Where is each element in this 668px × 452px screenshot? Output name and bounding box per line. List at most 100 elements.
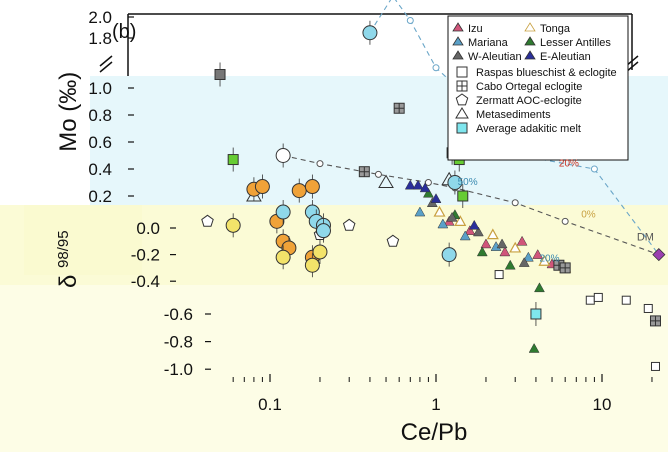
triangle-point — [528, 342, 540, 353]
percent-annotation: 0% — [581, 209, 596, 220]
legend-marker — [452, 22, 464, 32]
inset-band — [24, 205, 142, 275]
y-tick-label-lower: -0.8 — [164, 333, 193, 352]
circle-point — [291, 183, 307, 199]
legend-marker — [456, 66, 468, 78]
axis-ticks: 0.1 1 102.01.81.00.80.60.40.20.0-0.2-0.4-0… — [88, 8, 653, 414]
legend-entry: Lesser Antilles — [524, 36, 611, 49]
legend-label: Tonga — [540, 23, 571, 35]
legend-label: Lesser Antilles — [540, 37, 611, 49]
legend-entry: W-Aleutian — [452, 50, 522, 63]
annotations: 20% 50% 20% 0% — [458, 158, 596, 264]
legend-box — [447, 15, 629, 161]
circle-point — [304, 257, 320, 273]
y-tick-label-lower: -1.0 — [164, 360, 193, 379]
triangle-point — [476, 246, 488, 257]
legend-entry: Metasediments — [455, 107, 551, 121]
y-tick-label: 0.4 — [88, 160, 112, 179]
circle-point — [275, 148, 291, 163]
square-open-point — [643, 303, 653, 313]
legend-entry: E-Aleutian — [524, 50, 591, 63]
percent-annotation: 50% — [458, 177, 478, 188]
metasediment-point — [378, 174, 394, 188]
legend-label: Average adakitic melt — [476, 123, 581, 135]
y-tick-label-inner: -0.2 — [131, 246, 160, 265]
y-axis-label-unit: Mo (‰) — [55, 72, 82, 152]
legend-entry: Mariana — [452, 36, 509, 49]
pentagon-point — [386, 234, 400, 247]
mixing-tick — [374, 170, 382, 178]
square-cross-lines — [394, 103, 405, 114]
legend-entry: Raspas blueschist & eclogite — [456, 66, 617, 79]
lower-band — [0, 285, 668, 452]
triangle-point — [532, 249, 544, 259]
triangle-point — [446, 211, 458, 222]
y-tick-label-inner: -0.4 — [131, 272, 160, 291]
legend-entry: Izu — [452, 22, 483, 35]
legend-marker-cross — [457, 81, 467, 91]
x-axis-label: Ce/Pb — [401, 419, 468, 446]
triangle-point — [499, 246, 511, 257]
legend-label: Izu — [468, 23, 483, 35]
circle-point — [225, 217, 241, 233]
legend-label: Mariana — [468, 37, 509, 49]
x-tick-label: 1 — [431, 395, 440, 414]
legend-marker — [455, 93, 469, 106]
panel-label: (b) — [112, 21, 136, 43]
triangle-point — [472, 226, 484, 237]
square-cross-point — [559, 262, 571, 274]
square-cross-lines — [650, 315, 661, 326]
y-tick-label: 0.8 — [88, 106, 112, 125]
circle-point — [315, 223, 331, 239]
legend-marker — [455, 107, 469, 119]
legend-entry: Cabo Ortegal eclogite — [456, 80, 582, 93]
triangle-point — [419, 182, 431, 193]
dm-diamond — [652, 248, 666, 262]
pentagon-point — [342, 218, 356, 231]
y-tick-label-lower: -0.6 — [164, 305, 193, 324]
square-point — [227, 154, 239, 166]
triangle-point — [414, 206, 426, 217]
y-axis-label-delta: δ — [55, 275, 82, 288]
legend-marker — [452, 50, 464, 60]
circle-point — [441, 247, 457, 263]
pentagon-point — [201, 214, 214, 227]
circle-point — [275, 249, 291, 265]
square-open-point — [585, 295, 595, 305]
triangle-open-point — [433, 205, 446, 217]
legend-label: Cabo Ortegal eclogite — [476, 81, 582, 93]
legend-marker — [524, 36, 536, 46]
triangle-point — [404, 179, 416, 190]
dm-label: DM — [637, 232, 654, 244]
y-axis-label: δ 98/95 Mo (‰) — [55, 72, 82, 288]
square-cross-lines — [359, 166, 370, 177]
square-cross-point — [649, 315, 661, 327]
axis-break-left — [99, 55, 113, 73]
circle-point — [254, 179, 270, 195]
square-open-point — [593, 292, 603, 302]
mixing-tick — [432, 64, 440, 72]
triangle-point — [518, 257, 530, 267]
mixing-tick — [316, 160, 324, 168]
mixing-tick — [406, 17, 414, 24]
mixing-tick — [511, 199, 519, 207]
circle-point — [304, 179, 320, 195]
legend-entry: Average adakitic melt — [456, 122, 581, 135]
y-tick-label: 1.0 — [88, 79, 112, 98]
legend-marker — [524, 22, 536, 32]
y-tick-label: 0.6 — [88, 133, 112, 152]
triangle-point — [459, 230, 471, 241]
triangle-point — [480, 238, 492, 249]
triangle-open-point — [454, 215, 467, 226]
percent-annotation: 20% — [539, 253, 559, 264]
triangle-point — [522, 251, 534, 262]
triangle-point — [504, 259, 516, 270]
y-tick-label: 2.0 — [88, 8, 112, 27]
mixing-tick — [424, 179, 432, 186]
legend-label: Zermatt AOC-eclogite — [476, 95, 582, 107]
legend-marker — [452, 36, 464, 46]
y-tick-label-inner: 0.0 — [136, 219, 160, 238]
legend: Izu Tonga Mariana Lesser Antilles W-Aleutian… — [447, 15, 629, 161]
